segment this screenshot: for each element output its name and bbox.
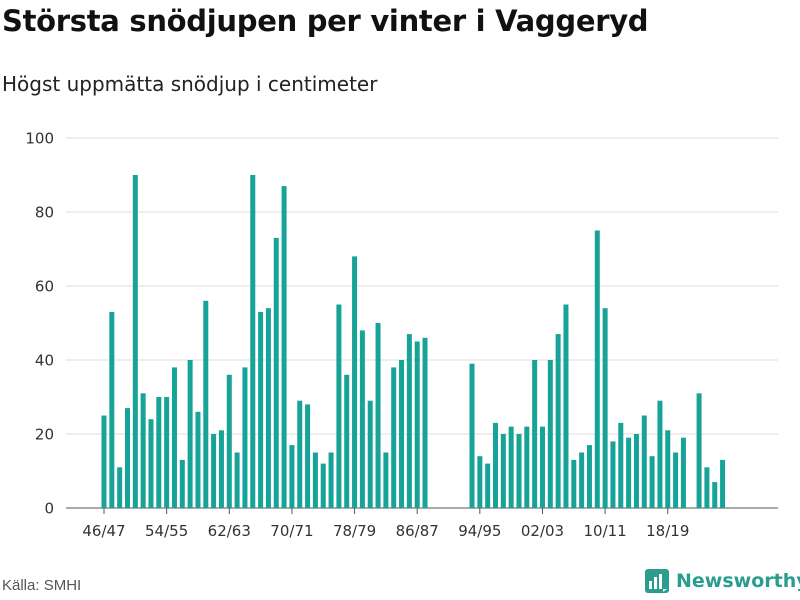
bar: [265, 308, 271, 508]
bar: [633, 434, 639, 508]
bar: [571, 459, 577, 508]
bar: [626, 437, 632, 508]
bar: [305, 404, 311, 508]
bar: [610, 441, 616, 508]
bar: [414, 341, 420, 508]
bar: [352, 256, 358, 508]
chart-subtitle: Högst uppmätta snödjup i centimeter: [2, 72, 378, 96]
bar: [500, 434, 506, 508]
bar: [696, 393, 702, 508]
bar: [391, 367, 397, 508]
bar: [469, 363, 475, 508]
bar: [117, 467, 123, 508]
bar: [124, 408, 130, 508]
bar: [618, 422, 624, 508]
bar: [641, 415, 647, 508]
bar: [140, 393, 146, 508]
bar: [665, 430, 671, 508]
bar: [493, 422, 498, 508]
bar: [563, 304, 569, 508]
bar: [187, 360, 193, 508]
x-tick-label: 94/95: [458, 522, 501, 540]
bar: [524, 426, 530, 508]
bar: [720, 459, 726, 508]
x-tick-label: 02/03: [521, 522, 564, 540]
brand[interactable]: Newsworthy: [644, 568, 800, 594]
bar: [226, 374, 232, 508]
bar: [101, 415, 107, 508]
bar: [712, 482, 718, 508]
brand-name: Newsworthy: [676, 570, 800, 592]
x-tick-label: 10/11: [584, 522, 627, 540]
chart-title: Största snödjupen per vinter i Vaggeryd: [2, 4, 649, 38]
source-label: Källa: SMHI: [2, 577, 82, 594]
bar: [320, 463, 326, 508]
x-tick-label: 86/87: [396, 522, 439, 540]
bar: [234, 452, 240, 508]
bar: [594, 230, 600, 508]
x-tick-label: 54/55: [145, 522, 188, 540]
bar: [477, 456, 483, 508]
bar: [532, 360, 538, 508]
bar: [297, 400, 303, 508]
bar: [179, 459, 185, 508]
y-tick-label: 80: [35, 204, 54, 222]
bar: [383, 452, 389, 508]
y-tick-label: 100: [25, 130, 54, 148]
x-tick-label: 46/47: [82, 522, 125, 540]
bar: [258, 311, 264, 508]
bar: [539, 426, 545, 508]
bar: [547, 360, 553, 508]
bar: [250, 175, 256, 508]
bar: [242, 367, 248, 508]
bar: [171, 367, 177, 508]
bar: [156, 397, 162, 508]
x-tick-label: 62/63: [208, 522, 251, 540]
bar: [109, 311, 115, 508]
y-tick-label: 0: [44, 500, 54, 518]
bar: [673, 452, 679, 508]
bar: [148, 419, 154, 508]
bar: [367, 400, 373, 508]
bar: [289, 445, 295, 508]
bar: [164, 397, 170, 508]
bar: [406, 334, 412, 508]
newsworthy-logo-icon: [645, 569, 669, 593]
bar: [328, 452, 334, 508]
bar: [508, 426, 514, 508]
bar: [485, 463, 491, 508]
bar: [555, 334, 561, 508]
bar: [602, 308, 608, 508]
bar: [359, 330, 365, 508]
bar: [273, 237, 279, 508]
y-tick-label: 60: [35, 278, 54, 296]
bar: [281, 186, 287, 508]
bar: [586, 445, 592, 508]
bar: [132, 175, 138, 508]
bar: [211, 434, 217, 508]
bar: [336, 304, 342, 508]
bar: [516, 434, 522, 508]
bar: [203, 300, 209, 508]
bar: [680, 437, 686, 508]
bar: [312, 452, 318, 508]
bar: [422, 337, 428, 508]
bar: [649, 456, 655, 508]
y-tick-label: 20: [35, 426, 54, 444]
bar: [344, 374, 350, 508]
bar: [579, 452, 585, 508]
bar: [218, 430, 224, 508]
x-tick-label: 18/19: [646, 522, 689, 540]
bar: [657, 400, 663, 508]
bar: [399, 360, 405, 508]
bar: [195, 411, 201, 508]
bar: [704, 467, 710, 508]
y-tick-label: 40: [35, 352, 54, 370]
x-tick-label: 70/71: [270, 522, 313, 540]
bar: [375, 323, 381, 508]
x-tick-label: 78/79: [333, 522, 376, 540]
